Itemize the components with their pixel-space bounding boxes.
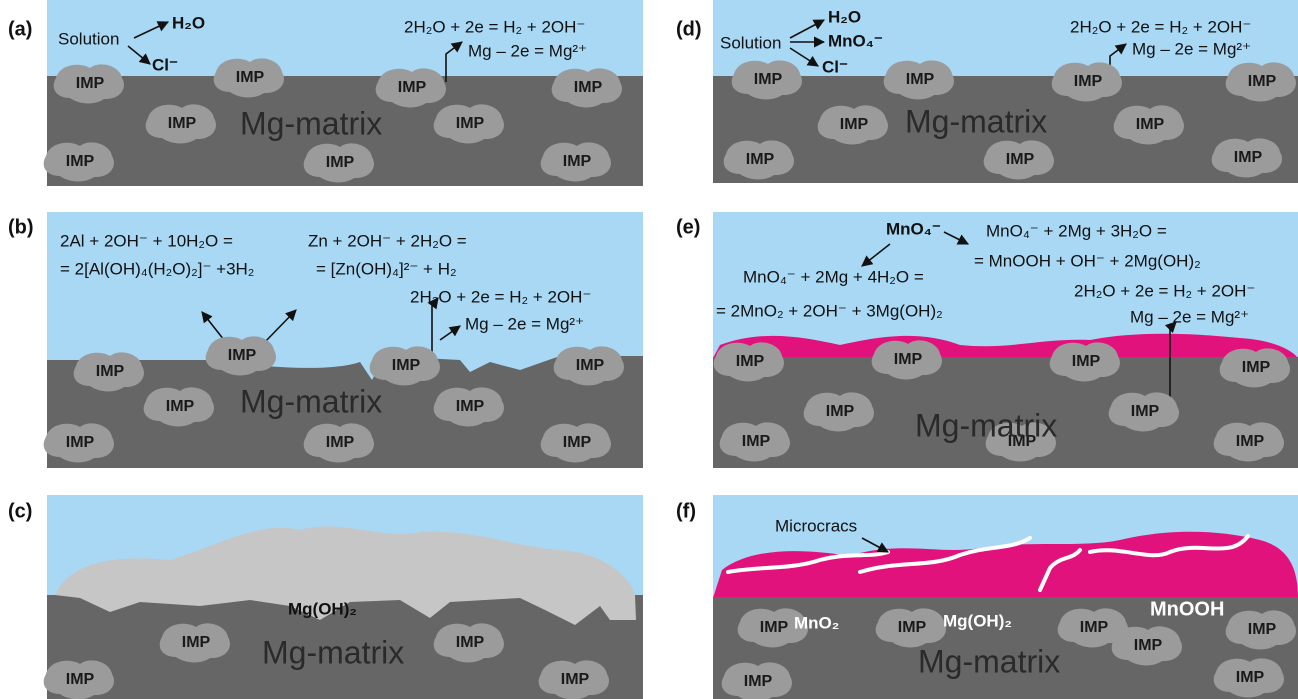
inclusion-label: IMP — [1080, 619, 1109, 636]
inclusion-label: IMP — [1242, 359, 1271, 376]
product-label: Mg(OH)₂ — [943, 611, 1012, 630]
panel-d: Solution 2H₂O + 2e = H₂ + 2OH⁻ Mg – 2e =… — [676, 0, 1298, 183]
inclusion-label: IMP — [1072, 353, 1101, 370]
matrix-label: Mg-matrix — [915, 407, 1057, 443]
inclusion-label: IMP — [66, 153, 95, 170]
matrix-label: Mg-matrix — [905, 103, 1047, 139]
reaction-equation: MnO₄⁻ + 2Mg + 4H₂O = — [743, 267, 924, 286]
inclusion-label: IMP — [456, 115, 485, 132]
figure: Solution 2H₂O + 2e = H₂ + 2OH⁻ Mg – 2e =… — [0, 0, 1298, 699]
reaction-equation: Mg – 2e = Mg²⁺ — [1132, 39, 1251, 58]
inclusion-label: IMP — [563, 434, 592, 451]
reaction-equation: = MnOOH + OH⁻ + 2Mg(OH)₂ — [974, 251, 1201, 270]
panel-label: (f) — [676, 500, 696, 522]
solution-label: Solution — [720, 33, 781, 52]
species-label: H₂O — [172, 13, 205, 32]
matrix-label: Mg-matrix — [918, 643, 1060, 679]
inclusion-label: IMP — [392, 357, 421, 374]
reaction-equation: Mg – 2e = Mg²⁺ — [465, 314, 584, 333]
inclusion-label: IMP — [168, 115, 197, 132]
reaction-equation: 2H₂O + 2e = H₂ + 2OH⁻ — [1074, 281, 1255, 300]
panel-f: Microcracs IMP IMP IMP IMP IMP IMP IMP Mg-matri… — [676, 495, 1298, 699]
species-label: MnO₄⁻ — [886, 219, 941, 238]
panel-label: (a) — [8, 18, 32, 40]
reaction-equation: MnO₄⁻ + 2Mg + 3H₂O = — [986, 221, 1167, 240]
reaction-equation: = [Zn(OH)₄]²⁻ + H₂ — [316, 259, 457, 278]
panel-label: (c) — [8, 500, 32, 522]
inclusion-label: IMP — [66, 671, 95, 688]
inclusion-label: IMP — [76, 75, 105, 92]
reaction-equation: Zn + 2OH⁻ + 2H₂O = — [308, 231, 467, 250]
inclusion-label: IMP — [840, 116, 869, 133]
panel-label: (d) — [676, 18, 702, 40]
inclusion-label: IMP — [1236, 669, 1265, 686]
solution-region — [47, 0, 643, 76]
solution-label: Solution — [58, 29, 119, 48]
inclusion-label: IMP — [1236, 433, 1265, 450]
inclusion-label: IMP — [326, 154, 355, 171]
panel-e: MnO₄⁻ + 2Mg + 3H₂O = = MnOOH + OH⁻ + 2Mg… — [676, 212, 1298, 468]
inclusion-label: IMP — [906, 71, 935, 88]
reaction-equation: 2Al + 2OH⁻ + 10H₂O = — [60, 231, 233, 250]
inclusion-label: IMP — [1248, 621, 1277, 638]
inclusion-label: IMP — [754, 71, 783, 88]
inclusion-label: IMP — [1074, 73, 1103, 90]
reaction-equation: 2H₂O + 2e = H₂ + 2OH⁻ — [410, 287, 591, 306]
species-label: Cl⁻ — [822, 57, 848, 76]
panel-c: IMP IMP IMP IMP Mg-matrix (c) Mg(OH)₂ — [8, 495, 643, 699]
annotation: Microcracs — [775, 516, 857, 535]
reaction-equation: = 2[Al(OH)₄(H₂O)₂]⁻ +3H₂ — [60, 259, 254, 278]
inclusion-label: IMP — [398, 79, 427, 96]
inclusion-label: IMP — [576, 357, 605, 374]
inclusion-label: IMP — [736, 353, 765, 370]
inclusion-label: IMP — [1134, 637, 1163, 654]
species-label: Cl⁻ — [152, 55, 178, 74]
reaction-equation: 2H₂O + 2e = H₂ + 2OH⁻ — [1070, 17, 1251, 36]
inclusion-label: IMP — [574, 79, 603, 96]
product-label: MnO₂ — [794, 613, 839, 632]
inclusion-label: IMP — [1234, 149, 1263, 166]
matrix-label: Mg-matrix — [240, 105, 382, 141]
panel-label: (b) — [8, 216, 34, 238]
inclusion-label: IMP — [1131, 403, 1160, 420]
inclusion-label: IMP — [760, 619, 789, 636]
inclusion-label: IMP — [96, 363, 125, 380]
product-label: MnOOH — [1150, 598, 1224, 620]
panel-a: Solution 2H₂O + 2e = H₂ + 2OH⁻ Mg – 2e =… — [8, 0, 643, 186]
inclusion-label: IMP — [1248, 73, 1277, 90]
reaction-equation: 2H₂O + 2e = H₂ + 2OH⁻ — [404, 17, 585, 36]
matrix-label: Mg-matrix — [240, 383, 382, 419]
species-label: H₂O — [828, 7, 861, 26]
inclusion-label: IMP — [1006, 151, 1035, 168]
product-label: Mg(OH)₂ — [288, 599, 357, 618]
inclusion-label: IMP — [894, 351, 923, 368]
panel-b: 2Al + 2OH⁻ + 10H₂O = = 2[Al(OH)₄(H₂O)₂]⁻… — [8, 212, 643, 468]
inclusion-label: IMP — [182, 634, 211, 651]
inclusion-label: IMP — [744, 673, 773, 690]
reaction-equation: Mg – 2e = Mg²⁺ — [468, 41, 587, 60]
inclusion-label: IMP — [746, 151, 775, 168]
inclusion-label: IMP — [236, 69, 265, 86]
inclusion-label: IMP — [326, 434, 355, 451]
inclusion-label: IMP — [826, 403, 855, 420]
inclusion-label: IMP — [456, 634, 485, 651]
inclusion-label: IMP — [898, 619, 927, 636]
reaction-equation: = 2MnO₂ + 2OH⁻ + 3Mg(OH)₂ — [716, 301, 943, 320]
inclusion-label: IMP — [228, 347, 257, 364]
inclusion-label: IMP — [166, 398, 195, 415]
inclusion-label: IMP — [456, 398, 485, 415]
inclusion-label: IMP — [1136, 116, 1165, 133]
inclusion-label: IMP — [561, 671, 590, 688]
species-label: MnO₄⁻ — [828, 31, 883, 50]
matrix-label: Mg-matrix — [262, 634, 404, 670]
inclusion-label: IMP — [563, 153, 592, 170]
panel-label: (e) — [676, 216, 700, 238]
solution-region — [713, 0, 1298, 76]
reaction-equation: Mg – 2e = Mg²⁺ — [1130, 307, 1249, 326]
inclusion-label: IMP — [66, 434, 95, 451]
inclusion-label: IMP — [742, 433, 771, 450]
